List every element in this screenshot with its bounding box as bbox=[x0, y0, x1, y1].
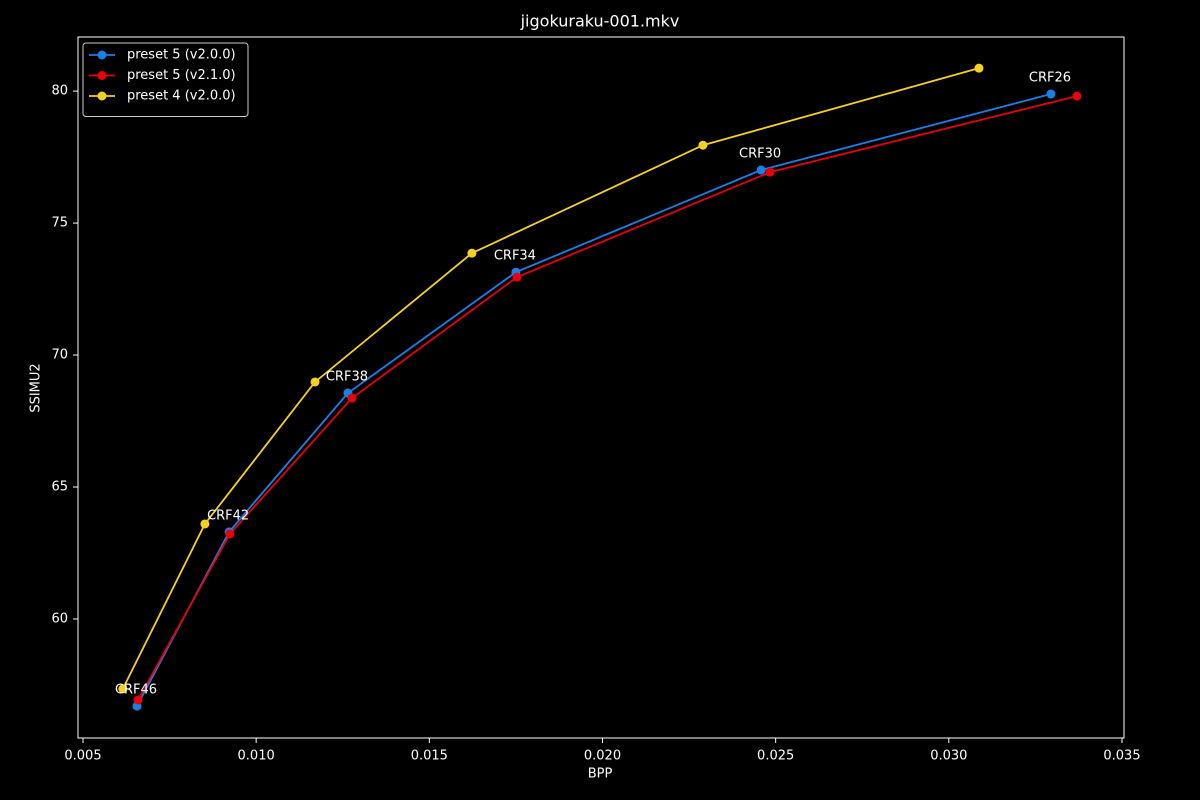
x-tick-label: 0.010 bbox=[238, 749, 275, 764]
data-point bbox=[756, 165, 766, 175]
legend-marker bbox=[97, 71, 107, 80]
data-point bbox=[467, 248, 477, 258]
legend-label: preset 4 (v2.0.0) bbox=[127, 89, 236, 104]
x-tick-label: 0.005 bbox=[64, 749, 101, 764]
annotation: CRF26 bbox=[1029, 71, 1071, 86]
x-tick-label: 0.020 bbox=[584, 749, 621, 764]
legend-box bbox=[82, 42, 249, 117]
data-point bbox=[200, 519, 210, 529]
data-point bbox=[310, 377, 320, 387]
legend-label: preset 5 (v2.0.0) bbox=[127, 48, 236, 63]
y-tick-label: 65 bbox=[51, 480, 68, 495]
y-tick-label: 75 bbox=[51, 216, 68, 231]
y-tick-label: 70 bbox=[51, 348, 68, 363]
data-point bbox=[698, 140, 708, 150]
y-tick-label: 80 bbox=[51, 84, 68, 99]
x-tick-label: 0.030 bbox=[930, 749, 967, 764]
data-point bbox=[765, 167, 775, 177]
data-point bbox=[133, 695, 143, 705]
y-axis-label: SSIMU2 bbox=[29, 363, 44, 412]
annotation: CRF34 bbox=[494, 249, 536, 264]
annotation: CRF30 bbox=[739, 147, 781, 162]
legend-marker bbox=[97, 91, 107, 101]
data-point bbox=[225, 529, 235, 539]
y-tick-label: 60 bbox=[51, 611, 68, 626]
data-point bbox=[1072, 91, 1082, 101]
data-point bbox=[1046, 89, 1056, 99]
x-tick-label: 0.015 bbox=[411, 749, 448, 764]
x-axis-label: BPP bbox=[588, 767, 613, 782]
series-line bbox=[136, 93, 1052, 707]
series-line bbox=[137, 95, 1078, 701]
series-line bbox=[122, 67, 980, 690]
annotation: CRF42 bbox=[207, 508, 249, 523]
data-point bbox=[974, 63, 984, 73]
data-point bbox=[118, 684, 128, 694]
legend-label: preset 5 (v2.1.0) bbox=[127, 68, 236, 83]
chart-title: jigokuraku-001.mkv bbox=[520, 12, 680, 31]
data-point bbox=[347, 393, 357, 403]
plot-frame bbox=[77, 36, 1125, 739]
data-point bbox=[512, 272, 522, 282]
legend-marker bbox=[97, 50, 107, 60]
x-tick-label: 0.035 bbox=[1103, 749, 1140, 764]
annotation: CRF46 bbox=[115, 683, 157, 698]
x-tick-label: 0.025 bbox=[757, 749, 794, 764]
annotation: CRF38 bbox=[326, 370, 368, 385]
